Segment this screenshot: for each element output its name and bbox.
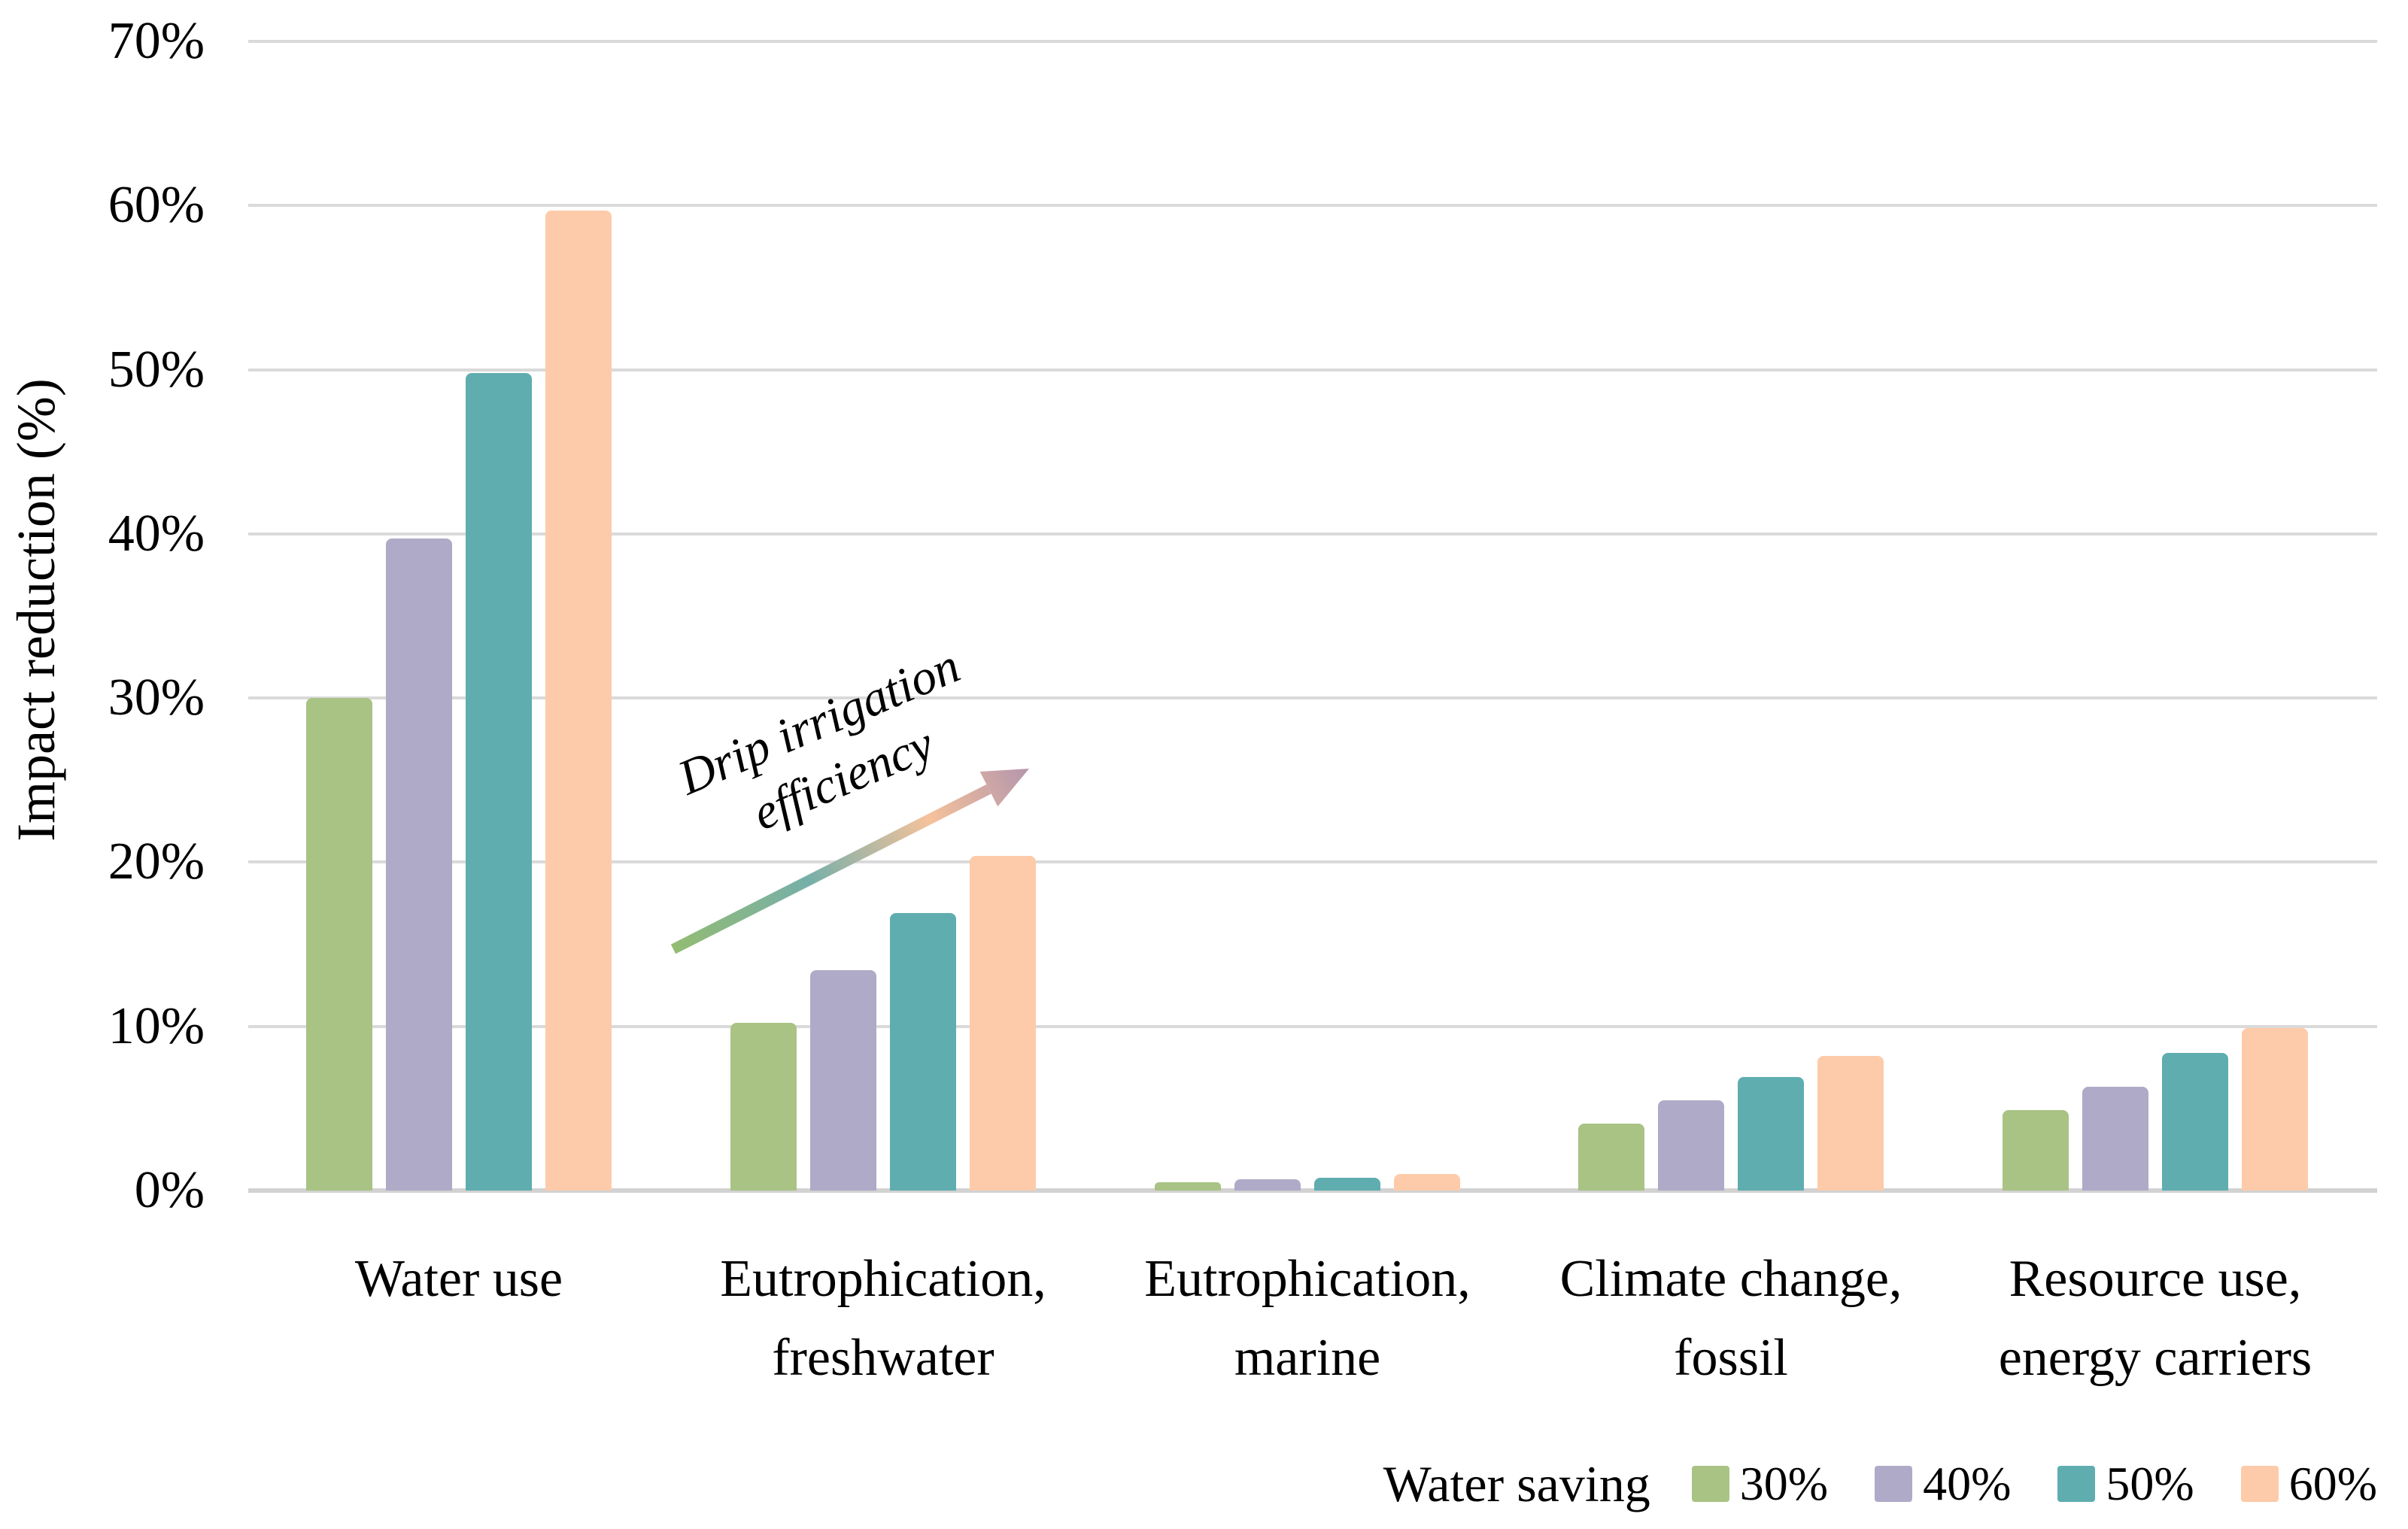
y-tick-label-30: 30%	[108, 669, 205, 727]
gridline-20	[248, 860, 2377, 864]
bar-eutrophication-marine-30	[1155, 1182, 1221, 1191]
category-label-water-use: Water use	[173, 1239, 745, 1318]
bar-eutrophication-freshwater-50	[890, 913, 956, 1191]
category-label-line: Climate change,	[1559, 1250, 1902, 1308]
legend-label-40: 40%	[1923, 1457, 2012, 1510]
bar-eutrophication-freshwater-40	[810, 970, 876, 1191]
category-label-eutrophication-freshwater: Eutrophication, freshwater	[597, 1239, 1169, 1397]
gridline-70	[248, 40, 2377, 43]
legend-item-40: 40%	[1875, 1456, 2011, 1512]
legend-swatch-30	[1691, 1466, 1729, 1502]
bar-climate-change-fossil-30	[1578, 1124, 1644, 1191]
y-axis-title: Impact reduction (%)	[6, 378, 66, 842]
legend-label-30: 30%	[1739, 1457, 1829, 1510]
gridline-0	[248, 1188, 2377, 1193]
y-tick-label-60: 60%	[108, 176, 205, 235]
category-label-line: marine	[1234, 1329, 1381, 1387]
y-tick-label-50: 50%	[108, 340, 205, 399]
category-label-line: Water use	[354, 1250, 563, 1308]
bar-eutrophication-marine-60	[1394, 1174, 1460, 1191]
bar-resource-use-energy-carriers-30	[2003, 1110, 2069, 1191]
gridline-10	[248, 1024, 2377, 1028]
arrow-head	[979, 769, 1029, 807]
bar-eutrophication-freshwater-60	[970, 856, 1036, 1191]
legend-title: Water saving	[1383, 1455, 1650, 1512]
bar-climate-change-fossil-60	[1817, 1056, 1884, 1191]
bar-climate-change-fossil-40	[1658, 1100, 1724, 1191]
y-tick-label-0: 0%	[134, 1161, 205, 1219]
bar-water-use-30	[306, 698, 372, 1191]
legend-items: 30% 40% 50% 60%	[1691, 1456, 2377, 1512]
gridline-40	[248, 532, 2377, 535]
legend-item-30: 30%	[1691, 1456, 1829, 1512]
legend-item-60: 60%	[2240, 1456, 2377, 1512]
category-label-resource-use-energy-carriers: Resource use, energy carriers	[1869, 1239, 2408, 1397]
category-label-line: Resource use,	[2009, 1250, 2302, 1308]
legend-item-50: 50%	[2057, 1456, 2194, 1512]
y-tick-label-20: 20%	[108, 833, 205, 891]
legend-label-50: 50%	[2106, 1457, 2194, 1510]
y-tick-label-40: 40%	[108, 504, 205, 563]
category-label-line: Eutrophication,	[1144, 1250, 1471, 1308]
bar-water-use-60	[545, 211, 612, 1191]
bar-eutrophication-marine-40	[1234, 1179, 1301, 1191]
category-label-line: fossil	[1674, 1329, 1788, 1387]
category-label-climate-change-fossil: Climate change, fossil	[1445, 1239, 2017, 1397]
legend-label-60: 60%	[2288, 1457, 2377, 1510]
legend-swatch-60	[2240, 1466, 2279, 1502]
gridline-30	[248, 696, 2377, 700]
bar-water-use-40	[386, 538, 452, 1191]
y-tick-label-70: 70%	[108, 12, 205, 70]
bar-resource-use-energy-carriers-40	[2082, 1087, 2148, 1191]
category-label-line: freshwater	[772, 1329, 994, 1387]
bar-eutrophication-marine-50	[1314, 1178, 1380, 1191]
legend-swatch-50	[2057, 1466, 2096, 1502]
gridline-50	[248, 368, 2377, 372]
category-label-line: Eutrophication,	[720, 1250, 1046, 1308]
bar-resource-use-energy-carriers-60	[2242, 1028, 2308, 1191]
bar-climate-change-fossil-50	[1738, 1077, 1804, 1191]
legend: Water saving 30% 40% 50% 60%	[1383, 1450, 2377, 1518]
bar-water-use-50	[466, 373, 532, 1191]
category-label-line: energy carriers	[1998, 1329, 2312, 1387]
gridline-60	[248, 204, 2377, 208]
category-label-eutrophication-marine: Eutrophication, marine	[1022, 1239, 1593, 1397]
y-tick-label-10: 10%	[108, 997, 205, 1055]
bar-resource-use-energy-carriers-50	[2162, 1053, 2228, 1191]
bar-eutrophication-freshwater-30	[730, 1023, 797, 1191]
legend-swatch-40	[1875, 1466, 1913, 1502]
